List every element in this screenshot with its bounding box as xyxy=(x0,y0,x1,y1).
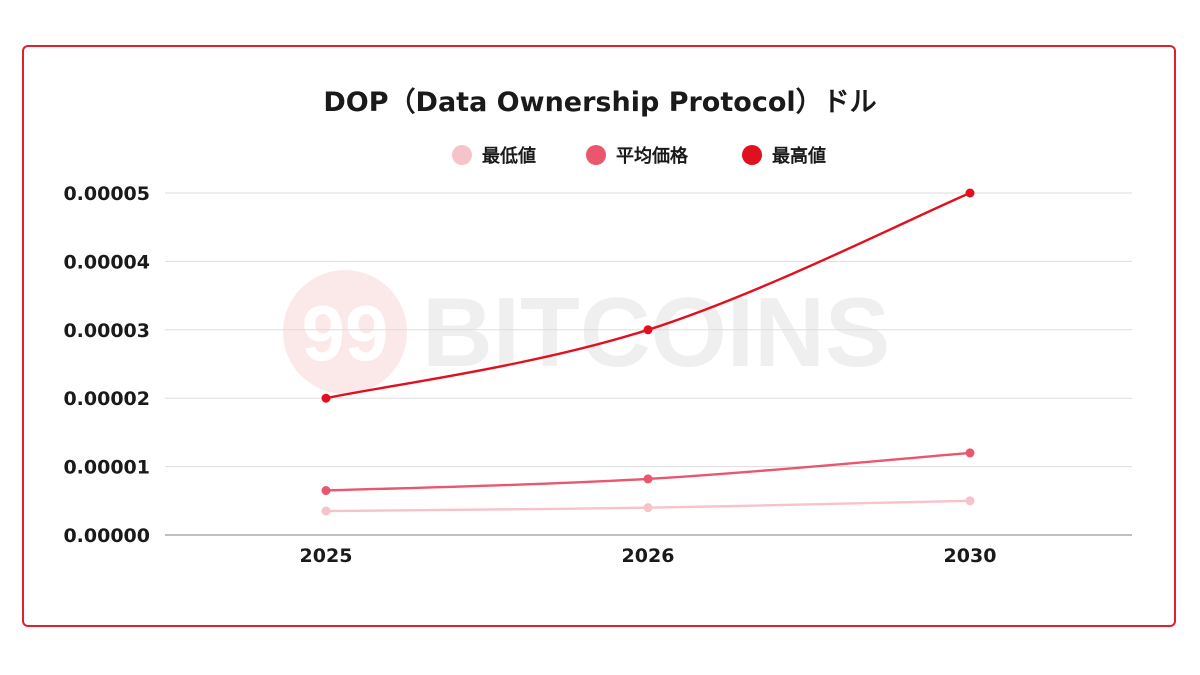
y-tick-label: 0.00004 xyxy=(63,251,150,273)
data-point xyxy=(965,188,975,198)
legend-marker xyxy=(452,145,472,165)
y-axis: 0.00000 0.00001 0.00002 0.00003 0.00004 0.000… xyxy=(63,183,150,547)
data-point xyxy=(321,393,331,403)
data-point xyxy=(643,325,653,335)
watermark-badge-circle xyxy=(283,270,407,394)
x-tick-label: 2030 xyxy=(944,545,997,567)
series-line xyxy=(324,451,972,492)
legend: 最低値 平均価格 最高値 xyxy=(452,145,826,167)
data-point xyxy=(321,506,331,516)
legend-marker xyxy=(586,145,606,165)
data-point xyxy=(965,496,975,506)
legend-item: 最低値 xyxy=(452,145,536,167)
y-tick-label: 0.00002 xyxy=(63,388,150,410)
legend-label: 最高値 xyxy=(772,145,826,167)
y-tick-label: 0.00000 xyxy=(63,525,150,547)
watermark: 99 BITCOINS xyxy=(283,270,890,394)
y-tick-label: 0.00003 xyxy=(63,320,150,342)
x-tick-label: 2026 xyxy=(622,545,675,567)
chart-frame xyxy=(22,45,1176,627)
watermark-badge: 99 xyxy=(302,289,389,377)
series-1 xyxy=(321,496,975,516)
data-point xyxy=(965,448,975,458)
data-point xyxy=(643,503,653,513)
legend-item: 平均価格 xyxy=(586,145,689,167)
series-layer xyxy=(321,188,975,516)
series-2 xyxy=(321,448,975,496)
legend-marker xyxy=(742,145,762,165)
x-axis: 2025 2026 2030 xyxy=(300,545,997,567)
legend-item: 最高値 xyxy=(742,145,826,167)
legend-label: 最低値 xyxy=(482,145,536,167)
x-tick-label: 2025 xyxy=(300,545,353,567)
chart-title: DOP（Data Ownership Protocol）ドル xyxy=(323,87,876,118)
watermark-text: BITCOINS xyxy=(422,277,890,387)
data-point xyxy=(321,486,331,496)
y-tick-label: 0.00001 xyxy=(63,457,150,479)
data-point xyxy=(643,474,653,484)
series-3 xyxy=(321,188,975,403)
legend-label: 平均価格 xyxy=(616,145,689,167)
y-tick-label: 0.00005 xyxy=(63,183,150,205)
